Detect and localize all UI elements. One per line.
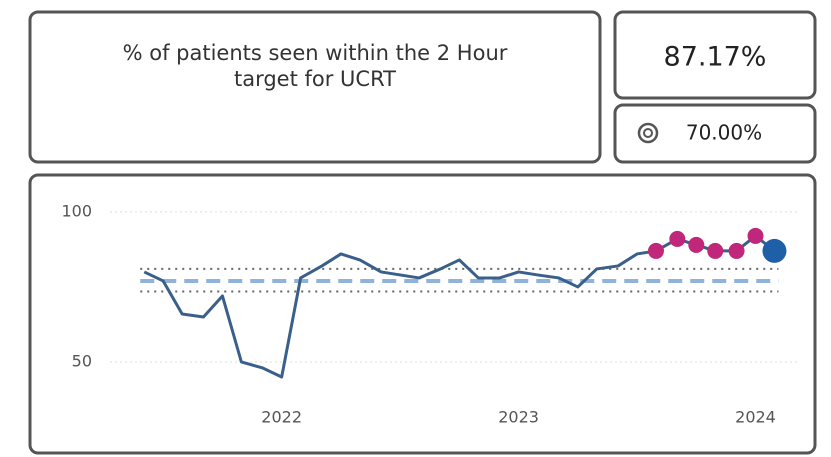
- value-box: [613, 10, 817, 100]
- highlight-point: [648, 242, 664, 259]
- x-tick-label: 2024: [735, 408, 776, 427]
- kpi-title: % of patients seen within the 2 Hour tar…: [122, 41, 508, 91]
- y-tick-label: 50: [72, 351, 92, 370]
- kpi-value: 87.17%: [664, 42, 767, 73]
- target-icon: [637, 122, 659, 144]
- y-tick-label: 100: [61, 201, 92, 220]
- title-wrap: % of patients seen within the 2 Hour tar…: [122, 41, 508, 91]
- target-icon-inner: [643, 128, 653, 138]
- kpi-target: 70.00%: [686, 121, 762, 145]
- highlight-point: [762, 238, 787, 263]
- highlight-point: [728, 242, 745, 259]
- series-line: [143, 234, 776, 379]
- highlight-point: [707, 242, 724, 259]
- x-tick-label: 2023: [498, 408, 539, 427]
- x-tick-label: 2022: [261, 408, 302, 427]
- chart-box: [28, 173, 817, 455]
- highlight-point: [688, 236, 705, 253]
- title-box: [28, 10, 602, 164]
- target-box: [613, 103, 817, 164]
- highlight-point: [747, 227, 764, 244]
- highlight-point: [669, 230, 686, 247]
